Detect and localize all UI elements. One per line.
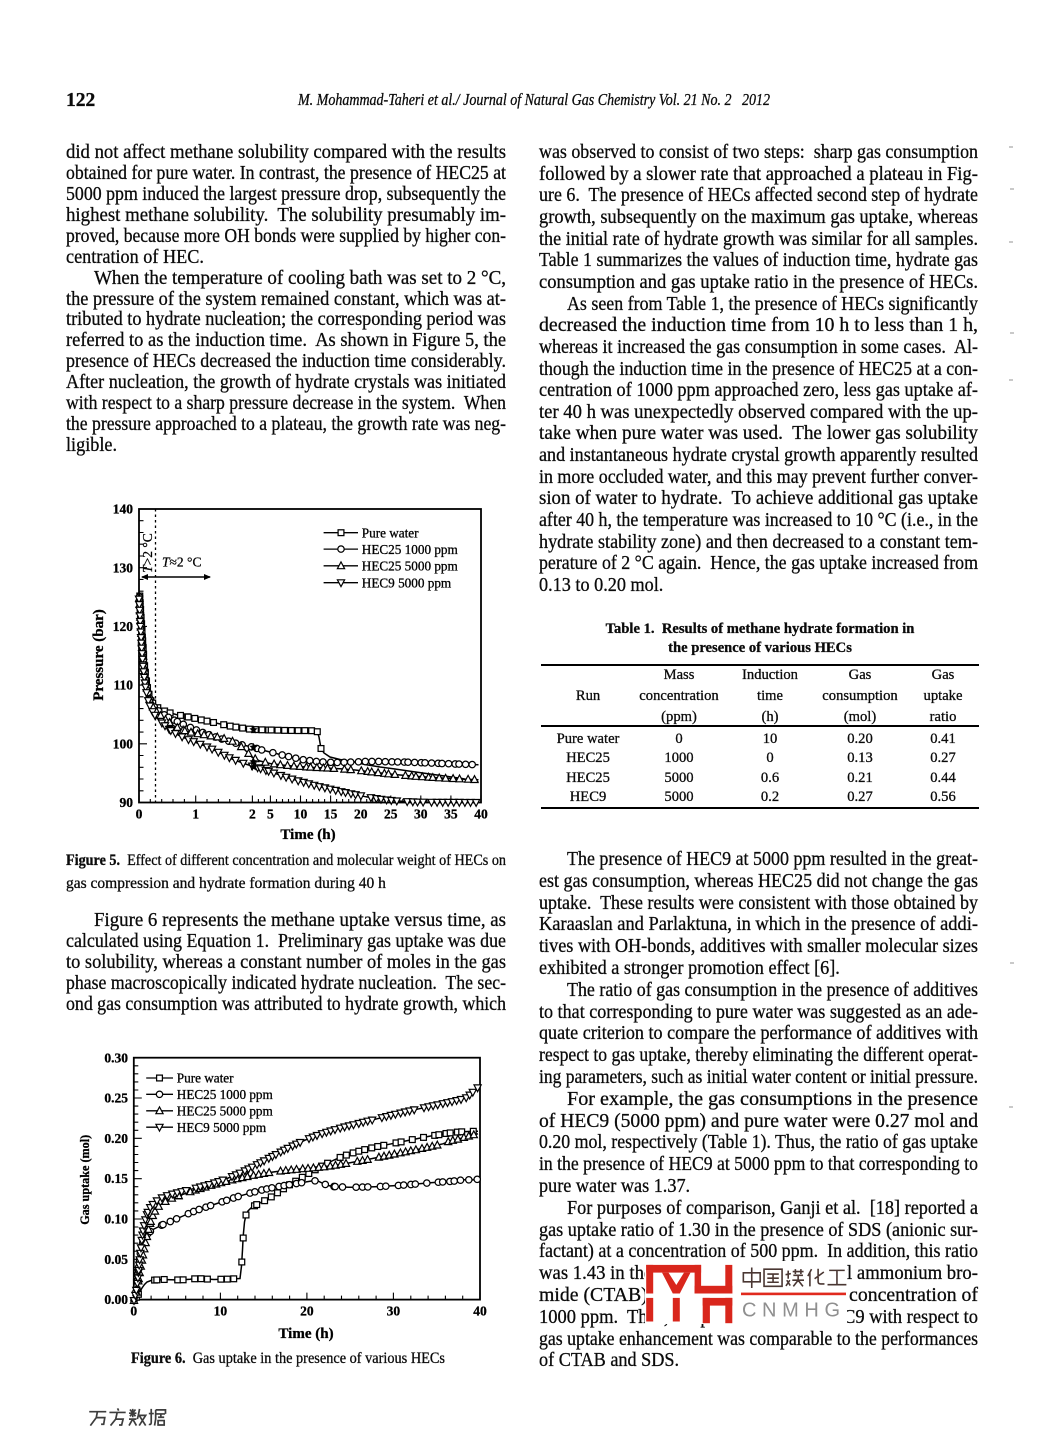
svg-text:0.25: 0.25 <box>104 1091 128 1106</box>
svg-text:HEC25 5000 ppm: HEC25 5000 ppm <box>177 1104 274 1119</box>
svg-text:120: 120 <box>113 619 134 634</box>
svg-text:35: 35 <box>444 807 458 822</box>
svg-text:15: 15 <box>324 807 338 822</box>
svg-text:40: 40 <box>474 807 488 822</box>
svg-text:0: 0 <box>136 807 143 822</box>
svg-text:Gas uptake (mol): Gas uptake (mol) <box>77 1135 92 1225</box>
svg-text:HEC25 1000 ppm: HEC25 1000 ppm <box>177 1087 274 1102</box>
svg-text:130: 130 <box>113 560 134 575</box>
svg-text:Time (h): Time (h) <box>278 1326 333 1342</box>
svg-text:HEC9 5000 ppm: HEC9 5000 ppm <box>362 575 452 590</box>
svg-text:110: 110 <box>113 678 133 693</box>
svg-text:0.00: 0.00 <box>104 1292 128 1307</box>
svg-text:0.30: 0.30 <box>104 1050 128 1065</box>
svg-text:20: 20 <box>354 807 368 822</box>
svg-text:30: 30 <box>387 1304 401 1319</box>
svg-text:Pure water: Pure water <box>362 525 419 540</box>
svg-text:HEC25 1000 ppm: HEC25 1000 ppm <box>362 542 459 557</box>
svg-text:10: 10 <box>294 807 308 822</box>
svg-text:90: 90 <box>120 795 134 810</box>
svg-text:T≈2 °C: T≈2 °C <box>162 555 201 570</box>
svg-text:Time (h): Time (h) <box>280 827 335 843</box>
svg-text:10: 10 <box>214 1304 228 1319</box>
svg-text:0.20: 0.20 <box>104 1131 128 1146</box>
svg-text:1: 1 <box>192 807 199 822</box>
svg-text:HEC9 5000 ppm: HEC9 5000 ppm <box>177 1120 267 1135</box>
svg-text:25: 25 <box>384 807 398 822</box>
svg-text:Pure water: Pure water <box>177 1071 234 1086</box>
svg-text:0.05: 0.05 <box>104 1252 128 1267</box>
svg-text:30: 30 <box>414 807 428 822</box>
svg-text:HEC25 5000 ppm: HEC25 5000 ppm <box>362 559 459 574</box>
svg-text:0: 0 <box>130 1304 137 1319</box>
svg-text:T>2 °C: T>2 °C <box>140 533 155 573</box>
svg-text:5: 5 <box>267 807 274 822</box>
svg-text:0.10: 0.10 <box>104 1212 128 1227</box>
svg-text:CNMHG: CNMHG <box>742 1300 846 1322</box>
svg-text:2: 2 <box>249 807 256 822</box>
svg-text:0.15: 0.15 <box>104 1171 128 1186</box>
svg-text:100: 100 <box>113 736 134 751</box>
svg-text:Pressure (bar): Pressure (bar) <box>91 609 107 701</box>
svg-text:20: 20 <box>300 1304 314 1319</box>
svg-text:40: 40 <box>473 1304 487 1319</box>
svg-text:140: 140 <box>113 502 134 517</box>
